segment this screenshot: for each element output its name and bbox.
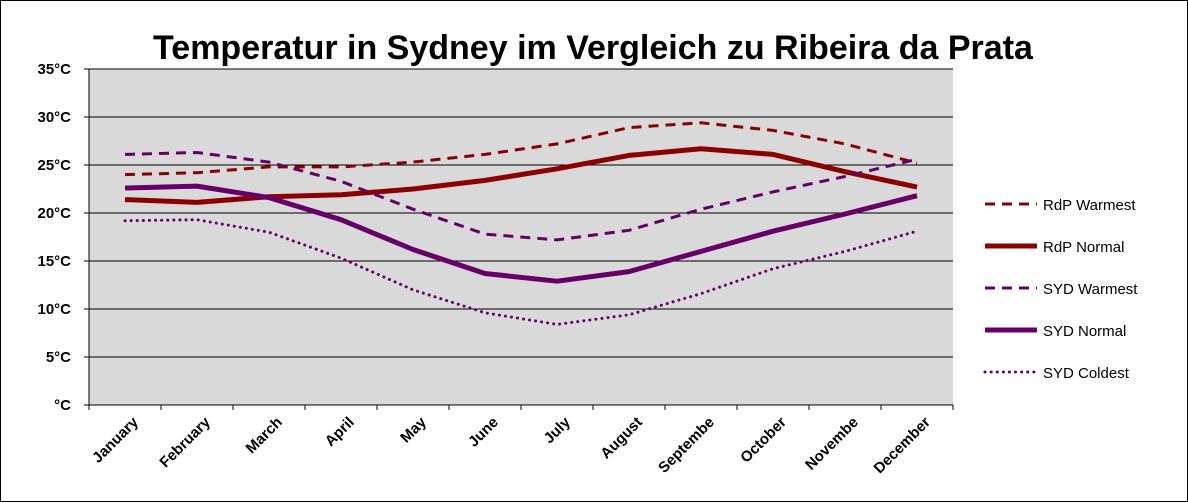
y-tick-label: °C [54,397,71,414]
series-line-syd-warmest [124,151,918,242]
legend-label: SYD Warmest [1043,281,1138,298]
x-tick-label: February [156,413,214,471]
series-lines [123,121,919,326]
y-tick-label: 15°C [37,253,71,270]
x-tick-label: June [465,414,502,451]
y-tick-label: 5°C [46,349,71,366]
chart-title: Temperatur in Sydney im Vergleich zu Rib… [153,29,1034,67]
legend-label: SYD Normal [1043,323,1126,340]
y-tick-label: 35°C [37,61,71,78]
x-tick-label: Novembe [802,414,862,474]
legend-label: RdP Normal [1043,239,1124,256]
series-line-rdp-warmest [124,121,918,177]
legend-label: SYD Coldest [1043,365,1130,382]
x-tick-label: Septembe [655,414,718,477]
series-line-syd-normal [124,183,918,284]
y-tick-label: 30°C [37,109,71,126]
x-tick-label: May [397,413,430,446]
legend: RdP Warmest RdP Normal SYD Warmest SYD Norm… [983,197,1138,382]
x-tick-label: October [737,414,790,467]
x-tick-label: July [541,413,575,447]
legend-label: RdP Warmest [1043,197,1136,214]
y-tick-label: 10°C [37,301,71,318]
x-tick-label: August [597,414,646,463]
series-line-syd-coldest [123,218,919,326]
x-tick-label: March [243,414,286,457]
x-tick-label: January [89,413,142,466]
y-tick-label: 20°C [37,205,71,222]
x-tick-label: April [322,414,358,450]
y-tick-label: 25°C [37,157,71,174]
x-tick-label: December [871,414,934,477]
